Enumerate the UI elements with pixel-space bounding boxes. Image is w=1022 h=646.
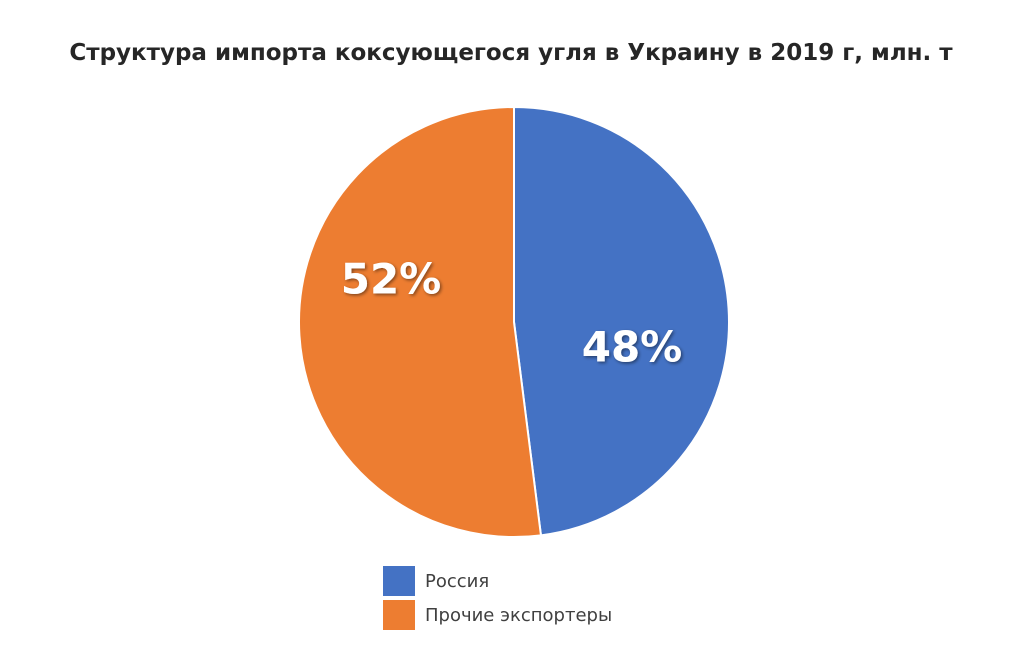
chart-title: Структура импорта коксующегося угля в Ук… [69, 40, 953, 66]
slice-label-russia: 48% [582, 323, 683, 372]
legend-swatch-other-exporters [383, 600, 415, 630]
legend-item-other-exporters: Прочие экспортеры [383, 598, 612, 632]
legend: Россия Прочие экспортеры [383, 564, 612, 632]
pie-slice-other-exporters [298, 105, 543, 538]
slice-label-other-exporters: 52% [341, 255, 442, 304]
legend-label-russia: Россия [425, 570, 490, 592]
pie-slice-russia [513, 105, 730, 537]
legend-swatch-russia [383, 566, 415, 596]
legend-label-other-exporters: Прочие экспортеры [425, 604, 613, 626]
legend-item-russia: Россия [383, 564, 612, 598]
